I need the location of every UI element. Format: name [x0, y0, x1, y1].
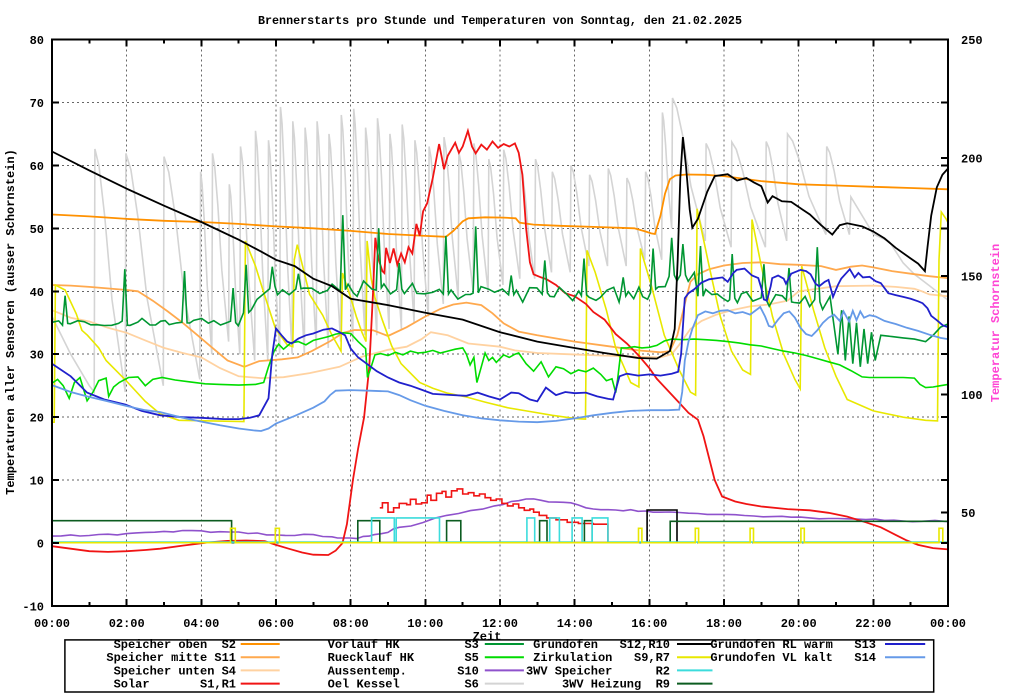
- svg-text:00:00: 00:00: [930, 617, 966, 631]
- svg-text:14:00: 14:00: [557, 617, 593, 631]
- svg-text:22:00: 22:00: [855, 617, 891, 631]
- svg-text:Zirkulation S9,R7: Zirkulation S9,R7: [533, 651, 670, 665]
- svg-text:50: 50: [30, 223, 44, 237]
- svg-text:Aussentemp. S10: Aussentemp. S10: [328, 664, 479, 678]
- svg-text:Brennerstarts pro Stunde und T: Brennerstarts pro Stunde und Temperature…: [258, 14, 742, 28]
- svg-text:Oel Kessel S6: Oel Kessel S6: [328, 678, 479, 692]
- svg-text:02:00: 02:00: [109, 617, 145, 631]
- svg-text:10: 10: [30, 475, 44, 489]
- svg-text:30: 30: [30, 349, 44, 363]
- svg-text:70: 70: [30, 97, 44, 111]
- svg-text:Speicher mitte S11: Speicher mitte S11: [106, 651, 236, 665]
- svg-text:Ruecklauf HK S5: Ruecklauf HK S5: [328, 651, 479, 665]
- svg-text:Grundofen RL warm S13: Grundofen RL warm S13: [710, 638, 876, 652]
- svg-text:Vorlauf HK S3: Vorlauf HK S3: [328, 638, 479, 652]
- svg-text:20:00: 20:00: [781, 617, 817, 631]
- svg-text:3WV Speicher R2: 3WV Speicher R2: [526, 664, 670, 678]
- svg-text:250: 250: [961, 34, 983, 48]
- svg-text:150: 150: [961, 271, 983, 285]
- svg-text:Speicher unten S4: Speicher unten S4: [114, 664, 236, 678]
- svg-text:80: 80: [30, 34, 44, 48]
- svg-text:08:00: 08:00: [333, 617, 369, 631]
- svg-text:16:00: 16:00: [631, 617, 667, 631]
- svg-text:100: 100: [961, 389, 983, 403]
- svg-text:06:00: 06:00: [258, 617, 294, 631]
- svg-text:Grundofen VL kalt S14: Grundofen VL kalt S14: [710, 651, 876, 665]
- svg-text:10:00: 10:00: [407, 617, 443, 631]
- svg-text:00:00: 00:00: [34, 617, 70, 631]
- svg-text:Speicher oben S2: Speicher oben S2: [114, 638, 236, 652]
- svg-text:Solar S1,R1: Solar S1,R1: [114, 678, 236, 692]
- svg-text:50: 50: [961, 507, 975, 521]
- svg-text:0: 0: [37, 538, 44, 552]
- svg-text:Temperatur Schornstein: Temperatur Schornstein: [989, 244, 1003, 402]
- svg-text:200: 200: [961, 152, 983, 166]
- svg-text:20: 20: [30, 412, 44, 426]
- svg-text:40: 40: [30, 286, 44, 300]
- svg-text:Grundofen S12,R10: Grundofen S12,R10: [533, 638, 670, 652]
- svg-text:-10: -10: [22, 601, 44, 615]
- svg-text:04:00: 04:00: [183, 617, 219, 631]
- svg-text:3WV Heizung R9: 3WV Heizung R9: [562, 678, 670, 692]
- svg-text:Temperaturen aller Sensoren (a: Temperaturen aller Sensoren (ausser Scho…: [4, 149, 18, 495]
- svg-text:60: 60: [30, 160, 44, 174]
- svg-text:12:00: 12:00: [482, 617, 518, 631]
- svg-text:18:00: 18:00: [706, 617, 742, 631]
